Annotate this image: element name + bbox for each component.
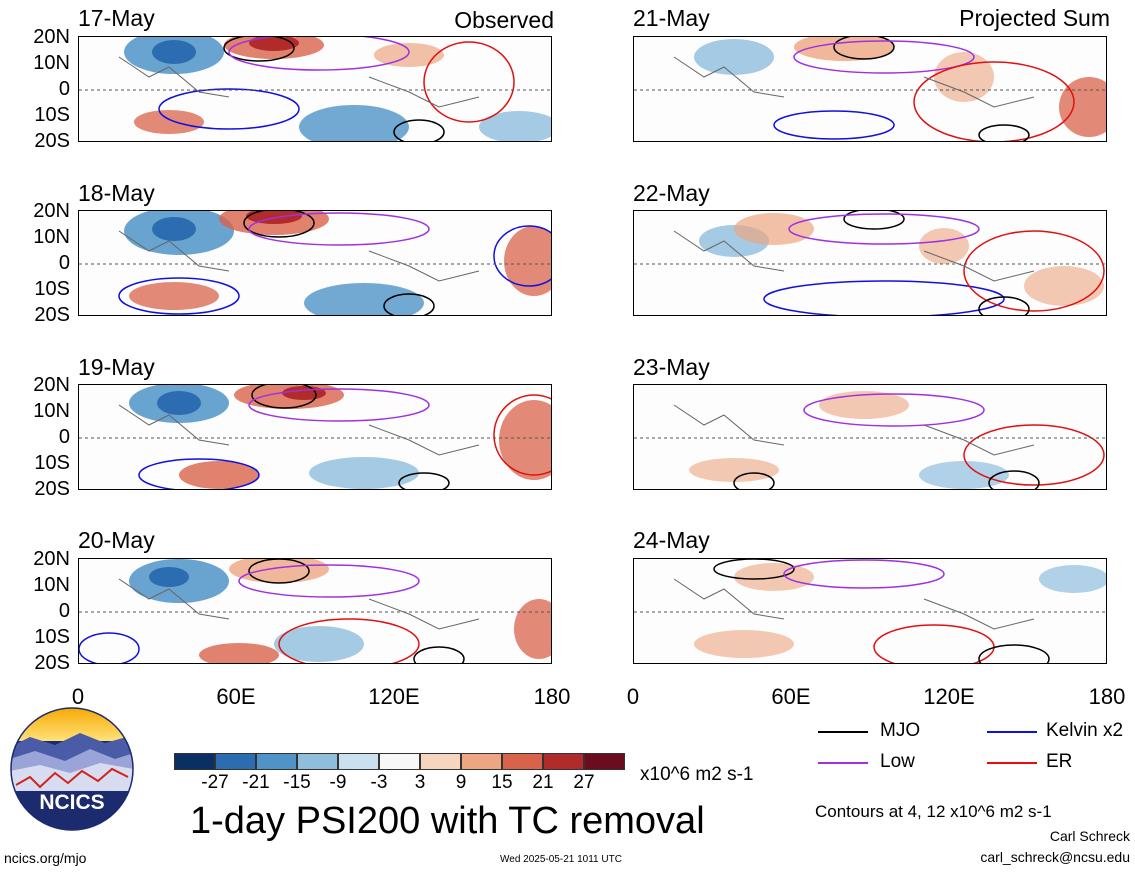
lat-label: 0	[58, 252, 70, 274]
lat-label: 10N	[33, 226, 70, 248]
lon-label: 60E	[216, 684, 256, 709]
colorbar-swatch	[215, 753, 256, 770]
map-panel-22-may	[633, 210, 1107, 316]
lat-label: 20S	[34, 652, 70, 674]
lat-label: 10S	[34, 626, 70, 648]
legend-label-er: ER	[1046, 751, 1073, 772]
lat-label: 10N	[33, 52, 70, 74]
map-panel-24-may	[633, 558, 1107, 664]
legend-line-kelvin	[987, 731, 1037, 733]
map-panel-23-may	[633, 384, 1107, 490]
map-panel-19-may	[78, 384, 552, 490]
lon-label: 180	[1088, 684, 1126, 709]
contour-note: Contours at 4, 12 x10^6 m2 s-1	[815, 802, 1052, 821]
projected-sum-label: Projected Sum	[959, 5, 1110, 31]
colorbar-swatch	[461, 753, 502, 770]
lat-label: 20N	[33, 26, 70, 48]
panel-date: 19-May	[78, 354, 155, 380]
lat-label: 20S	[34, 478, 70, 500]
colorbar-swatch	[174, 753, 215, 770]
panel-date: 21-May	[633, 5, 710, 31]
logo-text: NCICS	[39, 791, 105, 814]
lat-label: 20S	[34, 130, 70, 152]
lon-label: 120E	[923, 684, 975, 709]
colorbar-tick-label: 9	[455, 772, 467, 793]
lat-label: 20N	[33, 374, 70, 396]
panel-date: 22-May	[633, 180, 710, 206]
ncics-logo: NCICS	[10, 707, 134, 831]
colorbar-swatch	[338, 753, 379, 770]
lat-label: 10S	[34, 452, 70, 474]
panel-date: 20-May	[78, 527, 155, 553]
author-name: Carl Schreck	[1049, 828, 1130, 844]
lon-label: 0	[626, 684, 640, 709]
author-email[interactable]: carl_schreck@ncsu.edu	[980, 849, 1130, 865]
lat-label: 0	[58, 600, 70, 622]
lat-label: 10N	[33, 400, 70, 422]
colorbar-swatch	[256, 753, 297, 770]
colorbar-swatch	[502, 753, 543, 770]
lon-label: 120E	[368, 684, 420, 709]
lat-label: 10S	[34, 278, 70, 300]
colorbar-tick-label: 21	[532, 772, 554, 793]
lat-label: 20N	[33, 200, 70, 222]
panel-date: 23-May	[633, 354, 710, 380]
lat-label: 10N	[33, 574, 70, 596]
lat-label: 10S	[34, 104, 70, 126]
colorbar-tick-label: -15	[283, 772, 311, 793]
colorbar-swatch	[543, 753, 584, 770]
panel-date: 18-May	[78, 180, 155, 206]
colorbar-swatch	[379, 753, 420, 770]
lon-label: 60E	[771, 684, 811, 709]
colorbar-swatch	[584, 753, 625, 770]
colorbar-tick-label: 27	[573, 772, 595, 793]
figure-title: 1-day PSI200 with TC removal	[190, 800, 705, 842]
map-panel-21-may	[633, 36, 1107, 142]
legend-line-low	[818, 762, 868, 764]
observed-label: Observed	[454, 7, 554, 33]
colorbar-tick-label: 15	[491, 772, 513, 793]
colorbar-tick-label: -21	[242, 772, 270, 793]
legend-line-mjo	[818, 731, 868, 733]
map-panel-17-may	[78, 36, 552, 142]
legend-label-low: Low	[880, 751, 915, 772]
timestamp: Wed 2025-05-21 1011 UTC	[500, 854, 622, 865]
legend-label-mjo: MJO	[880, 720, 921, 741]
lat-label: 0	[58, 426, 70, 448]
colorbar-swatch	[420, 753, 461, 770]
lon-label: 0	[71, 684, 85, 709]
lon-label: 180	[533, 684, 571, 709]
lat-label: 20N	[33, 548, 70, 570]
legend-label-kelvin: Kelvin x2	[1046, 720, 1124, 741]
colorbar-units: x10^6 m2 s-1	[640, 764, 754, 785]
map-panel-18-may	[78, 210, 552, 316]
legend-line-er	[987, 762, 1037, 764]
colorbar-tick-label: 3	[414, 772, 426, 793]
colorbar-tick-label: -3	[370, 772, 388, 793]
colorbar-tick-label: -9	[329, 772, 347, 793]
colorbar-swatch	[297, 753, 338, 770]
panel-date: 17-May	[78, 5, 155, 31]
colorbar-tick-label: -27	[201, 772, 229, 793]
lat-label: 20S	[34, 304, 70, 326]
lat-label: 0	[58, 78, 70, 100]
website-link[interactable]: ncics.org/mjo	[4, 850, 87, 866]
map-panel-20-may	[78, 558, 552, 664]
colorbar	[174, 753, 626, 770]
panel-date: 24-May	[633, 527, 710, 553]
